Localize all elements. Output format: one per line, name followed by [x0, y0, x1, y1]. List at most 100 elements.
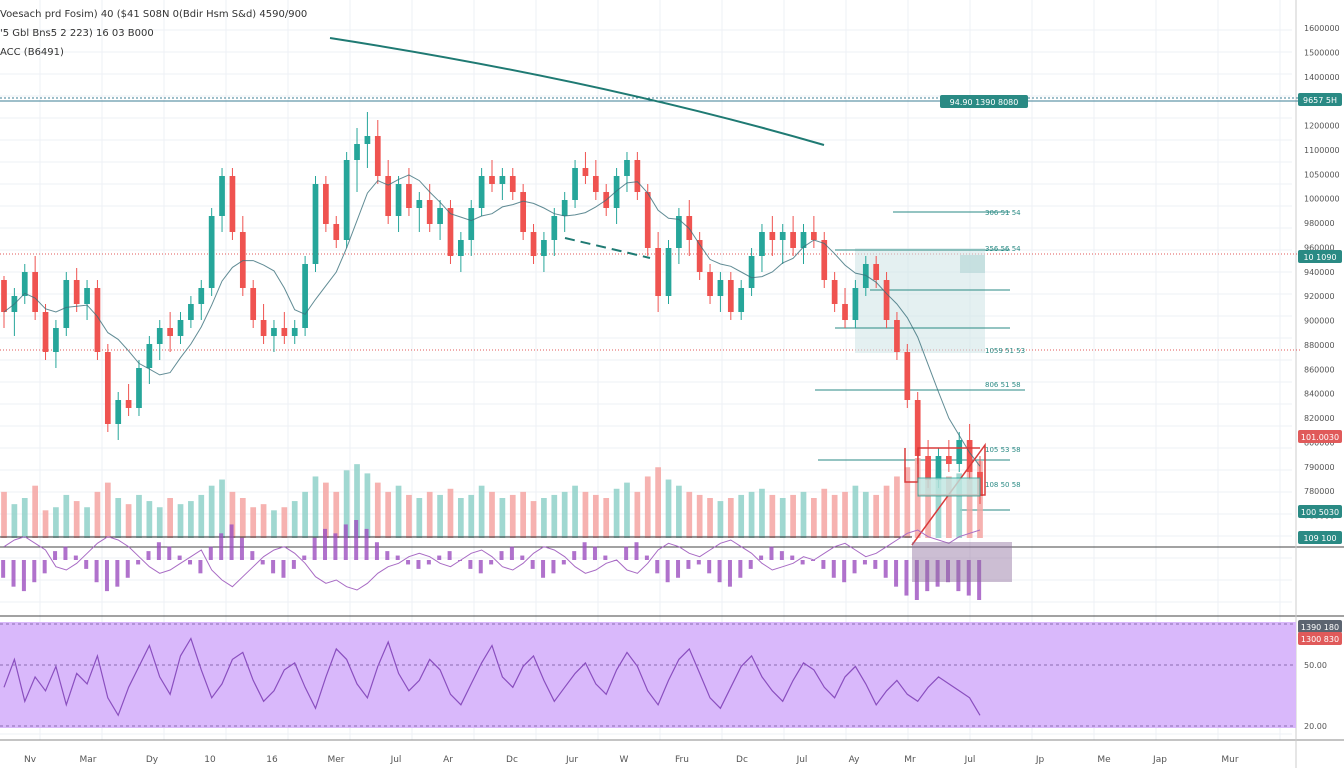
y-axis-label: 1000000	[1304, 195, 1340, 204]
volume-bar	[634, 491, 641, 538]
price-tag	[1298, 250, 1342, 263]
macd-bar	[551, 560, 556, 574]
volume-bar	[945, 476, 952, 538]
candle-up	[312, 184, 319, 264]
volume-bar	[21, 498, 28, 538]
volume-bar	[219, 479, 225, 538]
candle-up	[499, 176, 506, 184]
candle-down	[73, 280, 80, 304]
price-tag-label: 10 1090	[1303, 253, 1336, 262]
macd-bar	[21, 560, 26, 592]
candle-down	[447, 208, 454, 256]
candle-up	[198, 288, 205, 304]
volume-bar	[707, 498, 713, 538]
macd-bar	[447, 551, 452, 560]
drawings[interactable]	[0, 37, 986, 546]
volume-bar	[447, 488, 454, 538]
volume-bar	[655, 467, 661, 538]
macd-bar	[11, 560, 16, 587]
y-axis-label: 840000	[1304, 390, 1335, 399]
candle-up	[935, 456, 942, 480]
candle-down	[914, 400, 921, 456]
candle-down	[945, 456, 952, 464]
level-label: 108 50 58	[985, 481, 1021, 489]
candle-down	[790, 232, 796, 248]
macd-bar	[136, 560, 141, 565]
macd-bar	[748, 560, 753, 569]
legend-line-1: Voesach prd Fosim) 40 ($41 S08N 0(Bdir H…	[0, 9, 308, 20]
macd-bar	[862, 560, 867, 565]
macd-bar	[530, 560, 535, 569]
price-tag	[1298, 93, 1342, 106]
candle-down	[323, 184, 329, 224]
macd-bar	[821, 560, 826, 569]
candle-up	[800, 232, 807, 248]
volume-bar	[644, 476, 651, 538]
macd-bar	[561, 560, 566, 565]
volume-bar	[530, 501, 537, 538]
candlesticks[interactable]	[1, 112, 983, 504]
volume-bar	[364, 473, 371, 538]
volume-bar	[821, 488, 828, 538]
candle-down	[655, 248, 661, 296]
candle-down	[821, 240, 828, 280]
macd-bar	[790, 555, 795, 560]
candle-down	[644, 192, 651, 248]
candle-down	[592, 176, 599, 192]
candle-down	[374, 136, 381, 176]
y-axis-label: 980000	[1304, 219, 1335, 228]
volume-bar	[748, 491, 755, 538]
volume-bar	[489, 491, 495, 538]
x-axis-label: Dc	[506, 755, 518, 765]
volume-bar	[457, 498, 464, 538]
macd-bar	[354, 520, 359, 560]
y-axis-label: 790000	[1304, 463, 1335, 472]
candle-down	[229, 176, 236, 232]
volume-bar	[779, 498, 786, 538]
macd-bar	[914, 560, 919, 600]
macd-bar	[32, 560, 37, 583]
price-tag-label: 9657 5H	[1303, 96, 1337, 105]
macd-bar	[239, 537, 244, 560]
x-axis-label: Jur	[565, 755, 578, 765]
candle-down	[426, 200, 433, 224]
macd-bar	[73, 555, 78, 560]
candle-up	[219, 176, 225, 216]
volume-bar	[509, 494, 516, 538]
volume-bar	[935, 470, 942, 538]
candle-down	[894, 320, 900, 352]
macd-bar	[759, 555, 764, 560]
candle-down	[260, 320, 267, 336]
macd-bar	[188, 560, 193, 565]
x-axis-label: Mur	[1221, 755, 1238, 765]
y-axis-label: 940000	[1304, 268, 1335, 277]
macd-bar	[302, 555, 307, 560]
volume-bar	[156, 507, 163, 538]
volume-bar	[800, 491, 807, 538]
macd-bar	[603, 555, 608, 560]
macd-bar	[779, 551, 784, 560]
rsi-axis-label: 50.00	[1304, 661, 1327, 670]
moving-average-line	[3, 174, 981, 467]
macd-bar	[592, 546, 597, 560]
volume-bar	[665, 479, 672, 538]
macd-bar	[499, 551, 504, 560]
x-axis-label: Jul	[964, 755, 976, 765]
candle-down	[811, 232, 817, 240]
volume-bar	[94, 491, 101, 538]
volume-bar	[582, 491, 589, 538]
macd-bar	[104, 560, 109, 592]
candle-down	[904, 352, 911, 400]
macd-bar	[935, 560, 940, 587]
candle-up	[395, 184, 402, 216]
x-axis-label: Me	[1097, 755, 1111, 765]
x-axis-label: Nv	[24, 755, 37, 765]
trendline	[329, 37, 825, 146]
macd-bar	[478, 560, 483, 574]
volume-bar	[11, 504, 18, 538]
candle-up	[291, 328, 298, 336]
macd-bar	[167, 546, 172, 560]
price-tag-label: 101.0030	[1301, 433, 1339, 442]
